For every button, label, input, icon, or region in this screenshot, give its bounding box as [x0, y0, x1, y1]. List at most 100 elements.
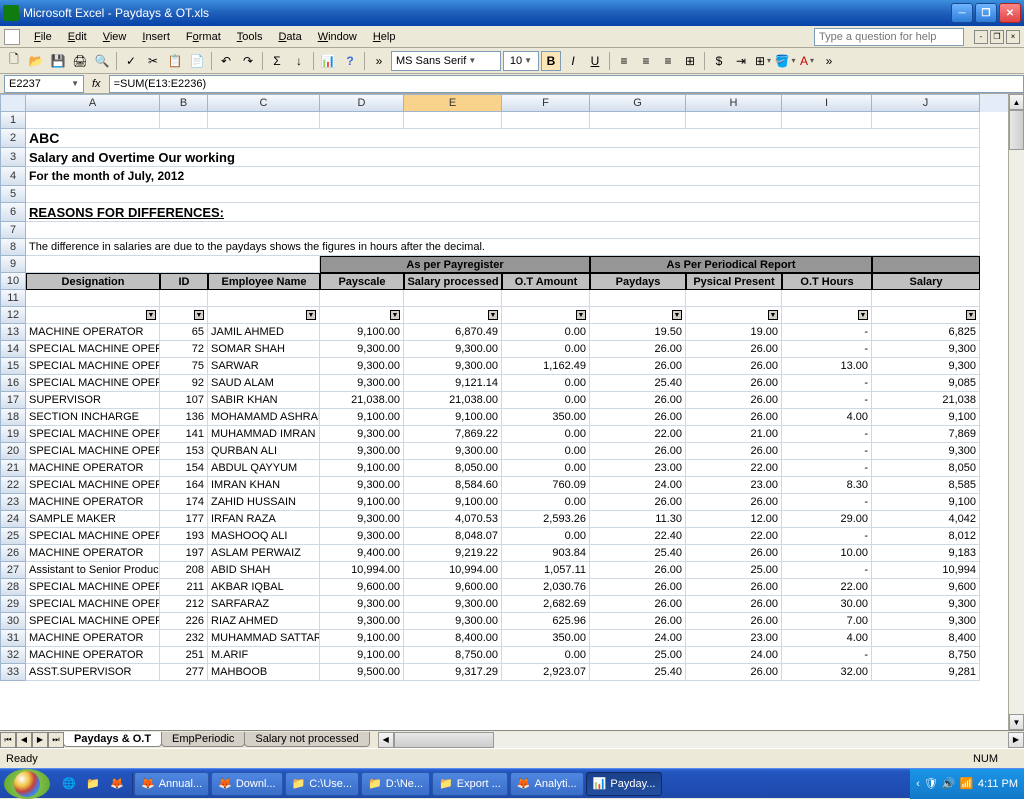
cell[interactable]: ▼ [26, 307, 160, 324]
merge-button[interactable]: ⊞ [680, 51, 700, 71]
row-header-9[interactable]: 9 [0, 256, 26, 273]
cell[interactable]: 23.00 [590, 460, 686, 477]
cell[interactable]: 0.00 [502, 375, 590, 392]
cell[interactable]: ▼ [590, 307, 686, 324]
sheet-tab-2[interactable]: EmpPeriodic [161, 732, 245, 747]
cell[interactable]: O.T Hours [782, 273, 872, 290]
tray-icon[interactable]: 📶 [960, 777, 974, 791]
filter-dropdown[interactable]: ▼ [576, 310, 586, 320]
tab-prev-button[interactable]: ◀ [16, 732, 32, 748]
align-right-button[interactable]: ≡ [658, 51, 678, 71]
cell[interactable]: 26.00 [590, 494, 686, 511]
cell[interactable]: 26.00 [590, 392, 686, 409]
row-header-33[interactable]: 33 [0, 664, 26, 681]
cell[interactable]: 26.00 [686, 341, 782, 358]
cell[interactable]: 0.00 [502, 647, 590, 664]
cell[interactable]: Payscale [320, 273, 404, 290]
menu-edit[interactable]: Edit [60, 29, 95, 45]
row-header-12[interactable]: 12 [0, 307, 26, 324]
cell[interactable]: 9,300.00 [320, 511, 404, 528]
row-header-2[interactable]: 2 [0, 129, 26, 148]
row-header-4[interactable]: 4 [0, 167, 26, 186]
cell[interactable]: 10,994.00 [404, 562, 502, 579]
column-header-A[interactable]: A [26, 94, 160, 112]
filter-dropdown[interactable]: ▼ [768, 310, 778, 320]
cell[interactable]: ▼ [502, 307, 590, 324]
cell[interactable]: 211 [160, 579, 208, 596]
cell[interactable] [590, 290, 686, 307]
filter-dropdown[interactable]: ▼ [194, 310, 204, 320]
cell[interactable]: 22.00 [782, 579, 872, 596]
fx-button[interactable]: fx [84, 78, 109, 90]
row-header-14[interactable]: 14 [0, 341, 26, 358]
cell[interactable]: JAMIL AHMED [208, 324, 320, 341]
row-header-22[interactable]: 22 [0, 477, 26, 494]
menu-window[interactable]: Window [310, 29, 365, 45]
indent-button[interactable]: ⇥ [731, 51, 751, 71]
cell[interactable]: 25.00 [590, 647, 686, 664]
cell[interactable]: 10,994 [872, 562, 980, 579]
cell[interactable]: MASHOOQ ALI [208, 528, 320, 545]
taskbar-item[interactable]: 📊Payday... [586, 772, 663, 796]
menu-tools[interactable]: Tools [229, 29, 271, 45]
cell[interactable]: 7,869.22 [404, 426, 502, 443]
menu-view[interactable]: View [95, 29, 135, 45]
cell[interactable]: SPECIAL MACHINE OPERA [26, 358, 160, 375]
cell[interactable]: 9,300 [872, 358, 980, 375]
preview-button[interactable]: 🔍 [92, 51, 112, 71]
cell[interactable]: MACHINE OPERATOR [26, 324, 160, 341]
cell[interactable] [782, 112, 872, 129]
cell[interactable]: SPECIAL MACHINE OPERA [26, 596, 160, 613]
cell[interactable]: Salary processed [404, 273, 502, 290]
taskbar-item[interactable]: 📁Export ... [432, 772, 508, 796]
cell[interactable]: Designation [26, 273, 160, 290]
cell[interactable]: 193 [160, 528, 208, 545]
cell[interactable]: 4,070.53 [404, 511, 502, 528]
cell[interactable]: 8,400 [872, 630, 980, 647]
menu-format[interactable]: Format [178, 29, 229, 45]
cell[interactable]: 23.00 [686, 477, 782, 494]
cell[interactable]: 8,012 [872, 528, 980, 545]
row-header-32[interactable]: 32 [0, 647, 26, 664]
underline-button[interactable]: U [585, 51, 605, 71]
cell[interactable]: 26.00 [590, 409, 686, 426]
cell[interactable]: 9,300.00 [320, 613, 404, 630]
cell[interactable]: 65 [160, 324, 208, 341]
cell[interactable]: 174 [160, 494, 208, 511]
cell[interactable]: 25.00 [686, 562, 782, 579]
cell[interactable]: SPECIAL MACHINE OPERA [26, 443, 160, 460]
cell[interactable] [590, 112, 686, 129]
redo-button[interactable]: ↷ [238, 51, 258, 71]
cell[interactable]: 350.00 [502, 409, 590, 426]
cell[interactable]: 153 [160, 443, 208, 460]
cell[interactable]: 26.00 [686, 613, 782, 630]
cell[interactable]: ID [160, 273, 208, 290]
cell[interactable]: 8,750.00 [404, 647, 502, 664]
doc-minimize-button[interactable]: - [974, 30, 988, 44]
cell[interactable]: 6,870.49 [404, 324, 502, 341]
cell[interactable]: 6,825 [872, 324, 980, 341]
cell[interactable]: SPECIAL MACHINE OPERA [26, 477, 160, 494]
cell[interactable]: SUPERVISOR [26, 392, 160, 409]
cell[interactable]: 29.00 [782, 511, 872, 528]
sort-button[interactable]: ↓ [289, 51, 309, 71]
cell[interactable]: SPECIAL MACHINE OPERA [26, 426, 160, 443]
cell[interactable]: MACHINE OPERATOR [26, 494, 160, 511]
cell[interactable]: 25.40 [590, 545, 686, 562]
borders-button[interactable]: ⊞▾ [753, 51, 773, 71]
cell[interactable]: 9,300.00 [320, 596, 404, 613]
cell[interactable]: As per Payregister [320, 256, 590, 273]
cell[interactable]: 26.00 [686, 409, 782, 426]
font-name-select[interactable]: MS Sans Serif▼ [391, 51, 501, 71]
cell[interactable]: 9,100.00 [404, 494, 502, 511]
cell[interactable] [686, 290, 782, 307]
cell[interactable]: 8.30 [782, 477, 872, 494]
cell[interactable]: 350.00 [502, 630, 590, 647]
cell[interactable]: QURBAN ALI [208, 443, 320, 460]
cell[interactable]: Assistant to Senior Produc [26, 562, 160, 579]
doc-restore-button[interactable]: ❐ [990, 30, 1004, 44]
cell[interactable]: 24.00 [686, 647, 782, 664]
row-header-25[interactable]: 25 [0, 528, 26, 545]
cell[interactable]: 30.00 [782, 596, 872, 613]
cell[interactable]: 0.00 [502, 426, 590, 443]
